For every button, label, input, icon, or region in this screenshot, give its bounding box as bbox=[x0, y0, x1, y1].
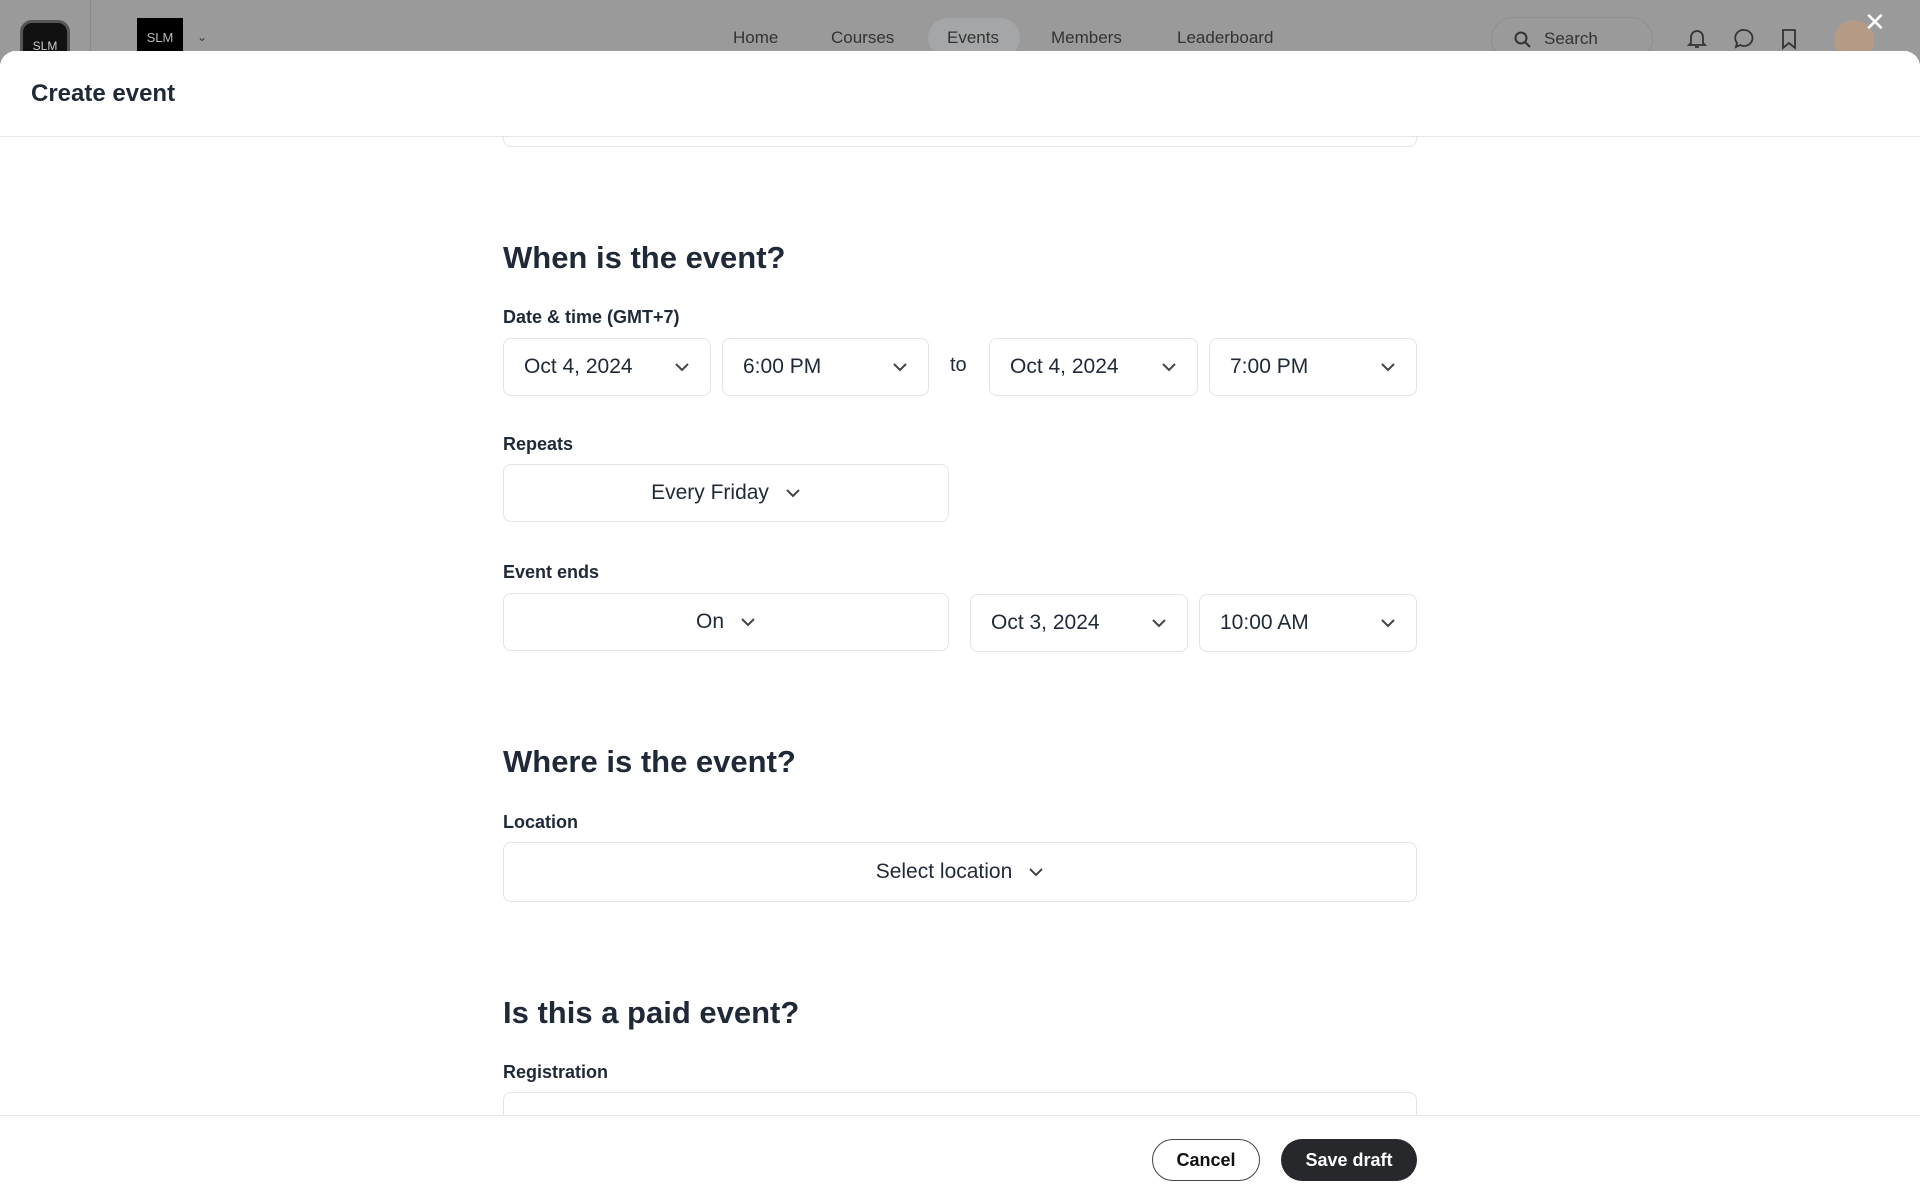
nav-events[interactable]: Events bbox=[947, 28, 999, 47]
section-heading-paid: Is this a paid event? bbox=[503, 995, 800, 1030]
cancel-button[interactable]: Cancel bbox=[1152, 1139, 1260, 1181]
section-heading-where: Where is the event? bbox=[503, 744, 796, 779]
registration-label: Registration bbox=[503, 1062, 609, 1082]
start-date-select[interactable]: Oct 4, 2024 bbox=[503, 338, 711, 396]
event-ends-label: Event ends bbox=[503, 562, 600, 582]
location-select[interactable]: Select location bbox=[503, 842, 1417, 902]
close-icon[interactable]: ✕ bbox=[1864, 7, 1886, 37]
ends-mode-value: On bbox=[695, 610, 724, 633]
save-draft-button[interactable]: Save draft bbox=[1281, 1139, 1417, 1181]
location-label: Location bbox=[503, 812, 578, 832]
modal-header: Create event bbox=[0, 51, 1920, 137]
chevron-down-icon bbox=[1029, 868, 1044, 877]
bell-icon[interactable] bbox=[1687, 28, 1707, 50]
ends-time-value: 10:00 AM bbox=[1220, 611, 1309, 634]
nav-leaderboard[interactable]: Leaderboard bbox=[1177, 28, 1274, 47]
repeats-select[interactable]: Every Friday bbox=[503, 464, 949, 522]
chevron-down-icon bbox=[675, 363, 689, 372]
location-placeholder: Select location bbox=[875, 860, 1013, 883]
ends-time-select[interactable]: 10:00 AM bbox=[1199, 594, 1417, 652]
chevron-down-icon bbox=[786, 489, 800, 498]
start-time-select[interactable]: 6:00 PM bbox=[722, 338, 929, 396]
chevron-down-icon bbox=[1381, 363, 1395, 372]
start-time-value: 6:00 PM bbox=[743, 355, 822, 378]
bookmark-icon[interactable] bbox=[1780, 28, 1798, 50]
start-date-value: Oct 4, 2024 bbox=[524, 355, 633, 378]
end-time-value: 7:00 PM bbox=[1230, 355, 1309, 378]
chat-icon[interactable] bbox=[1733, 28, 1755, 50]
chevron-down-icon bbox=[741, 618, 755, 627]
event-ends-mode-select[interactable]: On bbox=[503, 593, 949, 651]
ends-date-value: Oct 3, 2024 bbox=[991, 611, 1100, 634]
chevron-down-icon bbox=[893, 363, 907, 372]
datetime-label: Date & time (GMT+7) bbox=[503, 307, 680, 327]
create-event-modal: Create event When is the event? Date & t… bbox=[0, 51, 1920, 1200]
end-time-select[interactable]: 7:00 PM bbox=[1209, 338, 1417, 396]
search-icon bbox=[1514, 31, 1531, 48]
chevron-down-icon bbox=[1381, 619, 1395, 628]
modal-title: Create event bbox=[31, 80, 176, 107]
modal-footer: Cancel Save draft bbox=[0, 1115, 1920, 1200]
nav-courses[interactable]: Courses bbox=[831, 28, 895, 47]
ends-date-select[interactable]: Oct 3, 2024 bbox=[970, 594, 1188, 652]
repeats-label: Repeats bbox=[503, 434, 574, 454]
repeats-value: Every Friday bbox=[651, 481, 769, 504]
to-label: to bbox=[950, 354, 967, 376]
search-label: Search bbox=[1544, 29, 1598, 48]
nav-members[interactable]: Members bbox=[1051, 28, 1122, 47]
chevron-down-icon bbox=[1162, 363, 1176, 372]
chevron-down-icon[interactable]: ⌄ bbox=[197, 30, 208, 44]
chevron-down-icon bbox=[1152, 619, 1166, 628]
divider bbox=[90, 0, 91, 51]
nav-home[interactable]: Home bbox=[733, 28, 779, 47]
section-heading-when: When is the event? bbox=[503, 240, 786, 275]
end-date-value: Oct 4, 2024 bbox=[1010, 355, 1119, 378]
end-date-select[interactable]: Oct 4, 2024 bbox=[989, 338, 1198, 396]
